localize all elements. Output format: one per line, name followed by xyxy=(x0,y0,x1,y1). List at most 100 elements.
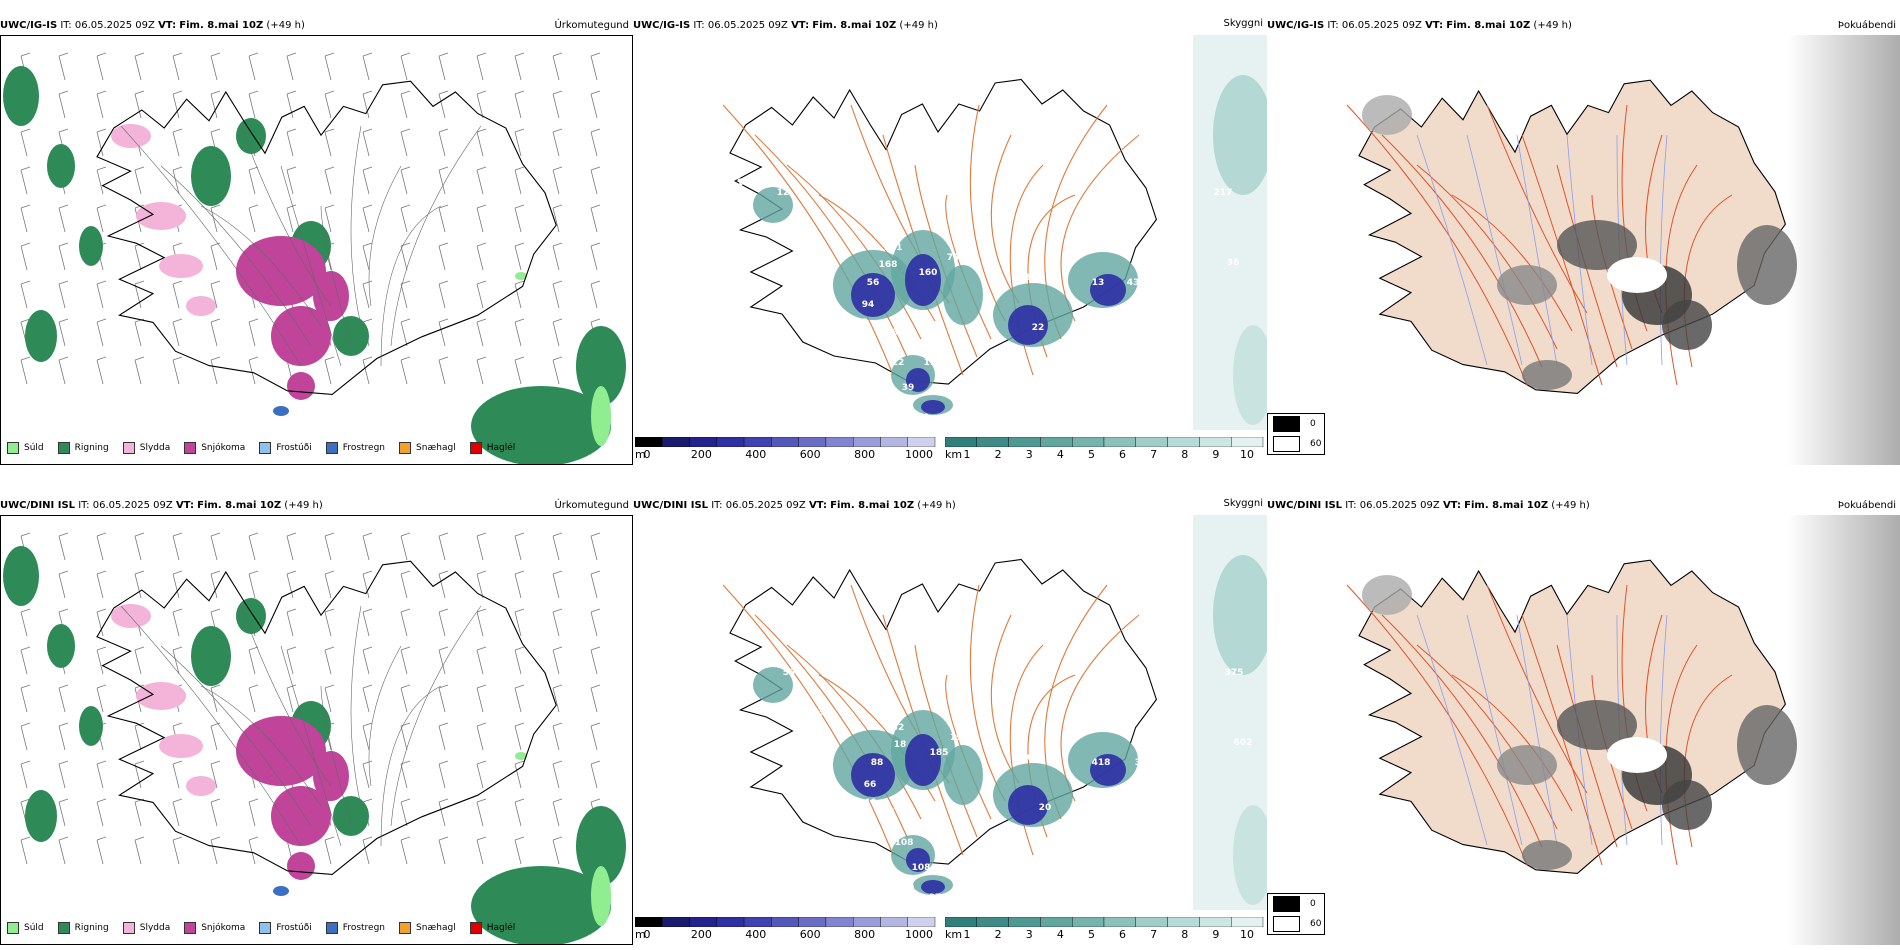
visibility-value-label: 50 xyxy=(917,413,930,423)
fog-key-label: 0 xyxy=(1310,419,1316,429)
colorbar-tick: 4 xyxy=(1056,448,1064,461)
colorbar-cell xyxy=(976,917,1009,927)
visibility-value-label: 59 xyxy=(783,668,796,678)
colorbar-cell xyxy=(1008,437,1041,447)
colorbar-cell xyxy=(852,437,881,447)
colorbar-cell xyxy=(716,917,745,927)
colorbar-cell xyxy=(1167,437,1200,447)
panel-title: UWC/DINI ISL IT: 06.05.2025 09Z VT: Fim.… xyxy=(0,500,323,511)
fog-key-row: 60 xyxy=(1268,434,1324,454)
ceiling-unit: m xyxy=(635,448,646,461)
legend-swatch xyxy=(184,922,197,934)
visibility-value-label: 22 xyxy=(892,358,905,368)
legend-swatch xyxy=(469,922,482,934)
legend-item: Snjókoma xyxy=(184,922,245,934)
colorbar-tick: 800 xyxy=(854,448,876,461)
fog-key-row: 0 xyxy=(1268,894,1324,914)
legend-swatch xyxy=(259,922,272,934)
visibility-unit: km xyxy=(945,448,963,461)
legend-item: Slydda xyxy=(122,442,170,454)
colorbar-tick: 10 xyxy=(1240,928,1254,941)
colorbar-tick: 1 xyxy=(963,928,971,941)
colorbar-tick: 400 xyxy=(745,928,767,941)
colorbar-cell xyxy=(743,917,772,927)
visibility-value-label: 418 xyxy=(1092,758,1111,768)
colorbar-cell xyxy=(771,437,799,447)
panel-title: UWC/DINI ISL IT: 06.05.2025 09Z VT: Fim.… xyxy=(633,500,956,511)
colorbar-cell xyxy=(1231,917,1264,927)
colorbar-tick: 800 xyxy=(854,928,876,941)
colorbar-cell xyxy=(907,917,936,927)
visibility-value-label: 43 xyxy=(1127,278,1140,288)
colorbar-cell xyxy=(1103,917,1136,927)
colorbar-cell xyxy=(907,437,936,447)
colorbar-tick: 9 xyxy=(1212,928,1220,941)
fog-map-canvas xyxy=(1346,515,1900,945)
colorbar-cell xyxy=(798,437,827,447)
colorbar-cell xyxy=(1135,917,1168,927)
visibility-value-label: 108 xyxy=(912,863,931,873)
legend-label: Rigning xyxy=(74,923,109,933)
legend-item: Súld xyxy=(7,442,44,454)
legend-swatch xyxy=(122,922,135,934)
fog-map xyxy=(1267,35,1900,465)
colorbar-cell xyxy=(662,917,690,927)
visibility-value-label: 39 xyxy=(902,383,915,393)
colorbar-cell xyxy=(1071,437,1105,447)
panel-type-label: Skyggni xyxy=(1223,18,1263,29)
fog-key-label: 60 xyxy=(1310,919,1322,929)
fog-key-row: 60 xyxy=(1268,914,1324,934)
colorbar-tick: 10 xyxy=(1240,448,1254,461)
fog-key-swatch xyxy=(1273,416,1300,432)
precip-type-panel: UWC/DINI ISL IT: 06.05.2025 09Z VT: Fim.… xyxy=(0,500,633,945)
colorbar-cell xyxy=(1040,917,1073,927)
visibility-value-label: 56 xyxy=(867,278,880,288)
precip-map-canvas xyxy=(3,532,626,944)
colorbar-tick: 3 xyxy=(1025,448,1033,461)
visibility-value-label: 18 xyxy=(894,740,907,750)
visibility-panel: UWC/DINI ISL IT: 06.05.2025 09Z VT: Fim.… xyxy=(633,498,1267,945)
fog-key-label: 60 xyxy=(1310,439,1322,449)
visibility-value-label: 22 xyxy=(1032,323,1045,333)
panel-title: UWC/IG-IS IT: 06.05.2025 09Z VT: Fim. 8.… xyxy=(633,20,938,31)
visibility-panel: UWC/IG-IS IT: 06.05.2025 09Z VT: Fim. 8.… xyxy=(633,18,1267,465)
precip-legend: Súld Rigning Slydda Snjókoma Frostúði Frostre… xyxy=(7,922,515,934)
visibility-value-label: 19 xyxy=(950,733,963,743)
visibility-value-label: 25 xyxy=(767,133,780,143)
ceiling-colorbar xyxy=(635,917,936,927)
legend-label: Súld xyxy=(24,923,44,933)
legend-item: Frostúði xyxy=(259,442,312,454)
visibility-unit: km xyxy=(945,928,963,941)
visibility-value-label: 160 xyxy=(919,268,938,278)
colorbar-tick: 6 xyxy=(1119,928,1127,941)
fog-panel: UWC/DINI ISL IT: 06.05.2025 09Z VT: Fim.… xyxy=(1267,500,1900,945)
panel-type-label: Úrkomutegund xyxy=(554,500,629,511)
visibility-value-label: 38 xyxy=(1135,758,1148,768)
visibility-value-label: 74 xyxy=(802,228,815,238)
panel-title: UWC/IG-IS IT: 06.05.2025 09Z VT: Fim. 8.… xyxy=(0,20,305,31)
colorbar-tick: 0 xyxy=(643,928,651,941)
colorbar-tick: 9 xyxy=(1212,448,1220,461)
legend-item: Haglél xyxy=(469,922,515,934)
fog-key-swatch xyxy=(1273,916,1300,932)
colorbar-tick: 600 xyxy=(799,448,821,461)
visibility-value-label: 115 xyxy=(924,358,943,368)
fog-key-label: 0 xyxy=(1310,899,1316,909)
visibility-value-label: 40 xyxy=(877,416,890,426)
visibility-value-label: 94 xyxy=(1087,798,1100,808)
legend-item: Frostregn xyxy=(325,922,385,934)
visibility-colorbar xyxy=(945,917,1264,927)
colorbar-cell xyxy=(716,437,745,447)
visibility-map: 5 25 11 12 74 191 168 56 160 73 108 94 107 88 43 102 22 1… xyxy=(633,35,1267,430)
colorbar-tick: 3 xyxy=(1025,928,1033,941)
legend-label: Haglél xyxy=(486,443,516,453)
colorbar-cell xyxy=(689,917,718,927)
legend-swatch xyxy=(184,442,197,454)
colorbar-tick: 2 xyxy=(994,928,1002,941)
visibility-map-canvas: 1994195591303218881851962661461123894205… xyxy=(722,515,1267,910)
colorbar-cell xyxy=(635,917,663,927)
colorbar-tick: 0 xyxy=(643,448,651,461)
legend-item: Rigning xyxy=(57,922,109,934)
legend-label: Rigning xyxy=(74,443,109,453)
visibility-value-label: 36 xyxy=(1227,258,1240,268)
